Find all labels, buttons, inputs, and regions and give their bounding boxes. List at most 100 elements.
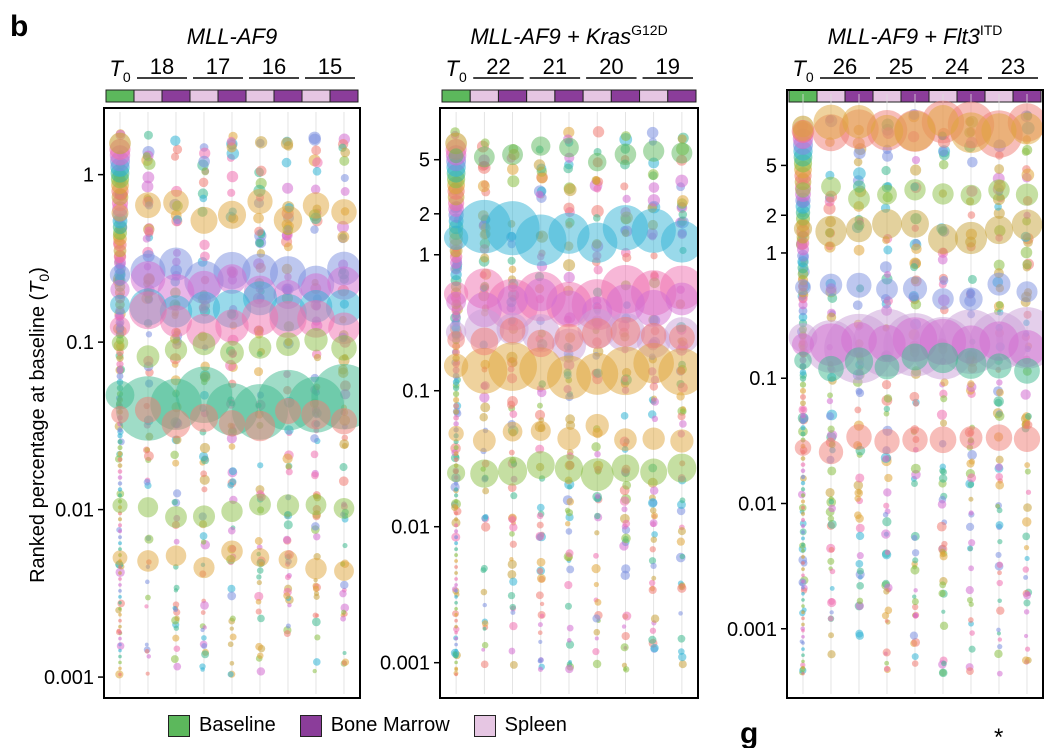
panel-title: MLL-AF9 xyxy=(187,24,277,49)
clone-bubbles xyxy=(105,129,359,679)
baseline-clone-bubble xyxy=(800,493,806,498)
clone-bubble xyxy=(620,131,631,142)
clone-bubble xyxy=(677,634,686,643)
clone-bubble xyxy=(227,671,234,678)
mouse-number: 15 xyxy=(318,54,342,79)
baseline-clone-bubble xyxy=(454,577,458,581)
clone-bubble xyxy=(287,603,292,608)
baseline-clone-bubble xyxy=(117,463,123,468)
dominant-clone-bubble xyxy=(112,550,128,566)
clone-bubble xyxy=(852,300,863,311)
baseline-clone-bubble xyxy=(118,577,122,581)
clone-bubble xyxy=(563,183,577,197)
dominant-clone-bubble xyxy=(901,343,929,371)
baseline-clone-bubble xyxy=(118,595,122,599)
clone-bubble xyxy=(622,611,632,621)
dominant-clone-bubble xyxy=(526,451,555,480)
baseline-clone-bubble xyxy=(800,412,806,419)
dominant-clone-bubble xyxy=(815,215,847,248)
dominant-clone-bubble xyxy=(1011,209,1042,241)
clone-bubble xyxy=(254,591,264,601)
clone-bubble xyxy=(827,425,835,433)
baseline-clone-bubble xyxy=(453,402,460,409)
clone-bubble xyxy=(592,126,605,138)
clone-bubble xyxy=(1023,599,1031,607)
clone-bubble xyxy=(621,624,627,629)
clone-bubble xyxy=(649,507,657,514)
dominant-clone-bubble xyxy=(658,348,697,396)
clone-bubble xyxy=(510,609,516,615)
clone-bubble xyxy=(255,598,262,605)
clone-bubble xyxy=(996,579,1003,587)
dominant-clone-bubble xyxy=(671,142,693,164)
baseline-clone-bubble xyxy=(117,517,123,522)
tissue-bar-cell xyxy=(667,89,697,103)
dominant-clone-bubble xyxy=(333,497,355,519)
baseline-clone-bubble xyxy=(454,547,459,552)
clone-bubble xyxy=(199,474,210,485)
clone-bubble xyxy=(254,367,264,377)
dominant-clone-bubble xyxy=(305,557,327,580)
plot-frame xyxy=(786,89,1044,699)
baseline-clone-bubble xyxy=(801,622,805,627)
mouse-number: 24 xyxy=(945,54,969,79)
clone-bubble xyxy=(827,615,834,622)
dominant-clone-bubble xyxy=(660,220,697,263)
baseline-clone-bubble xyxy=(801,561,805,565)
clone-bubble xyxy=(535,190,544,199)
clone-bubble xyxy=(622,519,631,528)
clone-bubble xyxy=(199,251,210,262)
dominant-clone-bubble xyxy=(606,284,645,324)
clone-bubble xyxy=(622,480,632,490)
dominant-clone-bubble xyxy=(667,453,697,483)
clone-bubble xyxy=(311,522,320,531)
baseline-clone-bubble xyxy=(454,612,458,617)
clone-bubble xyxy=(281,157,292,168)
clone-bubble xyxy=(883,502,890,509)
clone-bubble xyxy=(173,606,179,613)
dominant-clone-bubble xyxy=(473,146,495,168)
clone-bubble xyxy=(827,650,836,659)
clone-bubble xyxy=(536,503,545,512)
baseline-clone-bubble xyxy=(117,451,123,457)
clone-bubble xyxy=(1020,389,1031,400)
clone-bubble xyxy=(1025,412,1032,420)
baseline-clone-bubble xyxy=(454,571,458,575)
dominant-clone-bubble xyxy=(551,290,587,326)
clone-bubble xyxy=(853,244,865,256)
clone-bubble xyxy=(481,620,489,627)
dominant-clone-bubble xyxy=(927,105,959,137)
clone-bubble xyxy=(622,252,632,263)
clone-bubble xyxy=(200,455,210,465)
clone-bubble xyxy=(228,467,237,476)
dominant-clone-bubble xyxy=(302,192,330,219)
baseline-clone-bubble xyxy=(118,666,122,671)
dominant-clone-bubble xyxy=(1016,281,1038,303)
baseline-clone-bubble xyxy=(453,493,459,498)
clone-bubble xyxy=(566,497,575,506)
tissue-bar-cell xyxy=(133,89,163,103)
clone-bubble xyxy=(254,136,268,149)
clone-bubble xyxy=(201,167,210,176)
clone-bubble xyxy=(936,409,948,420)
clone-bubble xyxy=(337,231,350,243)
clone-bubble xyxy=(676,506,686,516)
dominant-clone-bubble xyxy=(446,291,467,312)
dominant-clone-bubble xyxy=(137,550,159,572)
clone-bubble xyxy=(967,450,977,460)
dominant-clone-bubble xyxy=(846,424,872,450)
clone-bubble xyxy=(622,194,631,203)
baseline-clone-bubble xyxy=(454,618,458,623)
clone-bubble xyxy=(563,163,573,174)
clone-bubble xyxy=(507,175,520,188)
clone-bubble xyxy=(312,157,323,168)
dominant-clone-bubble xyxy=(904,179,926,201)
clone-bubble xyxy=(939,552,948,561)
legend-swatch-bone-marrow xyxy=(299,714,322,737)
clone-bubble xyxy=(939,463,947,471)
tissue-bar-cell xyxy=(639,89,669,103)
clone-bubble xyxy=(565,549,574,558)
dominant-clone-bubble xyxy=(134,396,162,423)
clone-bubble xyxy=(509,557,514,562)
baseline-clone-bubble xyxy=(799,375,807,382)
